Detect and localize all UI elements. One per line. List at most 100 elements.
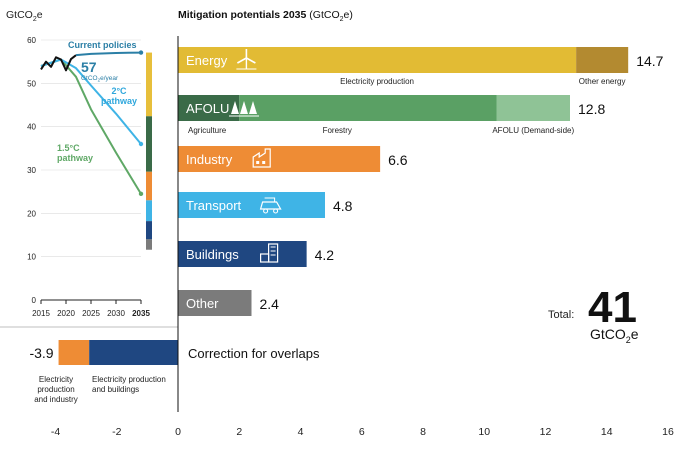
pathway-2c-label-line2: pathway bbox=[101, 96, 137, 106]
left-x-tick-label: 2025 bbox=[82, 309, 100, 318]
factory-icon-window bbox=[256, 161, 260, 164]
current-policies-value: 57 bbox=[81, 59, 97, 75]
potential-stack-segment bbox=[146, 171, 152, 201]
correction-label: Correction for overlaps bbox=[188, 346, 320, 361]
bar-segment bbox=[576, 47, 629, 73]
potential-stack-segment bbox=[146, 116, 152, 172]
bar-segment bbox=[178, 192, 325, 218]
bar-segment bbox=[178, 95, 240, 121]
mitigation-panel: Mitigation potentials 2035 (GtCO2e) Ener… bbox=[0, 9, 674, 438]
segment-label: Other energy bbox=[579, 77, 626, 86]
total-label: Total: bbox=[548, 309, 574, 321]
car-icon-wheel bbox=[273, 208, 279, 214]
pathway-15c-point bbox=[138, 191, 144, 197]
bar-total-label: 12.8 bbox=[578, 101, 605, 117]
trees-icon-tree bbox=[231, 101, 239, 114]
left-y-tick-label: 30 bbox=[27, 166, 36, 175]
current-policies-label: Current policies bbox=[68, 40, 137, 50]
building-icon-tower bbox=[268, 243, 279, 263]
current-policies-unit: GtCO2e/year bbox=[81, 75, 119, 83]
left-x-tick-label: 2020 bbox=[57, 309, 75, 318]
x-tick-label: -4 bbox=[51, 426, 60, 438]
bar-category-label: Other bbox=[186, 296, 219, 311]
segment-label: Electricity production bbox=[340, 77, 414, 86]
bar-category-label: Industry bbox=[186, 152, 233, 167]
bar-total-label: 4.8 bbox=[333, 198, 353, 214]
potential-stack-segment bbox=[146, 200, 152, 222]
x-tick-label: 4 bbox=[298, 426, 304, 438]
pathway-2c-line bbox=[40, 58, 142, 145]
building-icon-house bbox=[260, 253, 270, 263]
segment-label: Forestry bbox=[323, 126, 352, 135]
segment-label: Agriculture bbox=[188, 126, 227, 135]
bar-group-transport: Transport 4.8 bbox=[178, 192, 353, 218]
x-tick-label: 14 bbox=[601, 426, 613, 438]
factory-icon-window bbox=[262, 161, 266, 164]
bar-group-industry: Industry 6.6 bbox=[178, 146, 408, 172]
bar-segment bbox=[178, 290, 252, 316]
trees-icon-tree bbox=[240, 101, 248, 114]
correction-segment bbox=[89, 340, 178, 365]
chart-title: Mitigation potentials 2035 (GtCO2e) bbox=[178, 9, 353, 23]
potential-stack-segment bbox=[146, 239, 152, 250]
correction-segment-label: Electricity production bbox=[92, 375, 166, 384]
building-icon bbox=[260, 243, 279, 263]
bar-group-energy: Energy 14.7 bbox=[178, 47, 664, 73]
total-value: 41 bbox=[588, 283, 637, 332]
bar-segment bbox=[496, 95, 570, 121]
bar-category-label: AFOLU bbox=[186, 101, 229, 116]
left-y-axis-label: GtCO2e bbox=[6, 9, 43, 23]
current-policies-point bbox=[138, 50, 144, 55]
historical-emissions-line bbox=[40, 54, 77, 72]
total-unit: GtCO2e bbox=[590, 326, 639, 345]
car-icon-wheel bbox=[263, 208, 269, 214]
left-y-tick-label: 0 bbox=[32, 296, 37, 305]
pathway-15c-label-line1: 1.5°C bbox=[57, 143, 80, 153]
factory-icon bbox=[252, 148, 271, 168]
bar-group-buildings: Buildings 4.2 bbox=[178, 241, 334, 267]
bar-group-afolu: AFOLU 12.8 bbox=[178, 95, 605, 121]
pathway-15c-label-line2: pathway bbox=[57, 153, 93, 163]
trees-icon bbox=[229, 101, 259, 117]
potential-stack-segment bbox=[146, 221, 152, 240]
wind-turbine-icon bbox=[236, 49, 257, 70]
correction-total-label: -3.9 bbox=[29, 345, 53, 361]
bar-category-label: Energy bbox=[186, 53, 228, 68]
car-icon bbox=[259, 197, 282, 214]
left-y-tick-label: 50 bbox=[27, 79, 36, 88]
correction-segment-label: and industry bbox=[34, 395, 78, 404]
trees-icon-tree bbox=[249, 101, 257, 114]
factory-icon-outline bbox=[252, 148, 271, 168]
bar-total-label: 14.7 bbox=[636, 53, 663, 69]
x-tick-label: 12 bbox=[540, 426, 552, 438]
bar-total-label: 6.6 bbox=[388, 152, 408, 168]
bar-segment bbox=[239, 95, 497, 121]
x-tick-label: 10 bbox=[478, 426, 490, 438]
left-y-tick-label: 40 bbox=[27, 123, 36, 132]
left-y-tick-label: 10 bbox=[27, 253, 36, 262]
potential-stack-segment bbox=[146, 52, 152, 117]
bar-segment bbox=[178, 241, 307, 267]
left-x-tick-label: 2030 bbox=[107, 309, 125, 318]
car-icon-plug bbox=[264, 197, 276, 202]
current-policies-line bbox=[75, 51, 142, 57]
x-tick-label: 0 bbox=[175, 426, 181, 438]
car-icon-body bbox=[259, 201, 282, 210]
correction-segment-label: production bbox=[37, 385, 74, 394]
pathway-2c-point bbox=[138, 141, 144, 147]
left-x-tick-label: 2035 bbox=[132, 309, 150, 318]
bar-segment bbox=[178, 146, 381, 172]
segment-label: AFOLU (Demand-side) bbox=[492, 126, 574, 135]
x-tick-label: 8 bbox=[420, 426, 426, 438]
correction-segment bbox=[58, 340, 90, 365]
x-tick-label: 6 bbox=[359, 426, 365, 438]
x-tick-label: 16 bbox=[662, 426, 674, 438]
bar-total-label: 4.2 bbox=[315, 247, 335, 263]
left-y-tick-label: 60 bbox=[27, 36, 36, 45]
wind-turbine-icon-blades bbox=[237, 49, 256, 64]
left-y-tick-label: 20 bbox=[27, 209, 36, 218]
pathway-2c-label-line1: 2°C bbox=[111, 86, 127, 96]
bar-category-label: Transport bbox=[186, 198, 242, 213]
